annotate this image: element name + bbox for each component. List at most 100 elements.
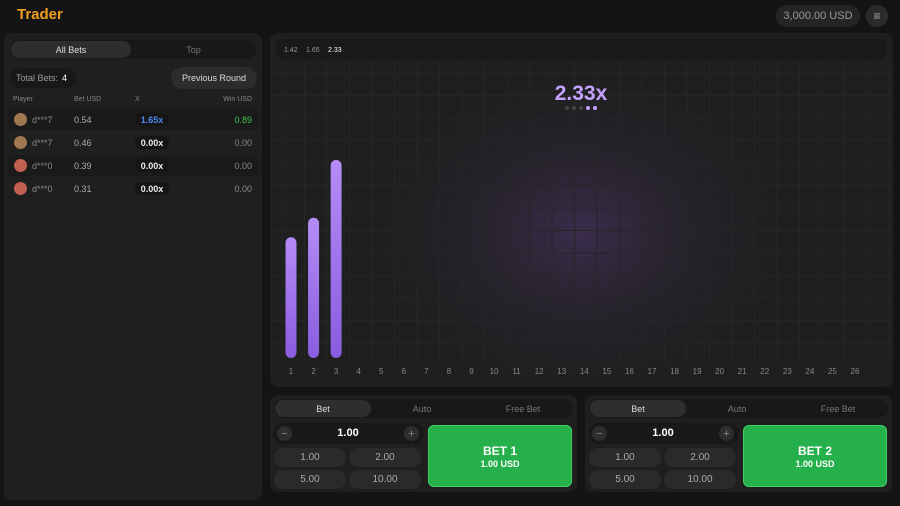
bet-row (8, 155, 258, 176)
x-label: 22 (760, 367, 769, 376)
column-header: X (135, 96, 140, 103)
x-label: 23 (783, 367, 792, 376)
win: 0.89 (234, 115, 252, 125)
indicator-dot (579, 106, 583, 110)
column-header: Win USD (223, 96, 252, 103)
x-label: 26 (851, 367, 860, 376)
multiplier: 0.00x (135, 159, 169, 172)
bet-row (8, 109, 258, 130)
win: 0.00 (234, 138, 252, 148)
multiplier: 0.00x (135, 182, 169, 195)
indicator-dot (565, 106, 569, 110)
avatar (14, 182, 27, 195)
tab-active[interactable]: Bet (275, 400, 371, 417)
total-label: Total Bets: (16, 73, 59, 83)
x-label: 10 (490, 367, 499, 376)
x-label: 6 (402, 367, 407, 376)
column-header: Bet USD (74, 96, 102, 103)
bets-panel: All Bets Top Total Bets: 4 Previous Round Pla… (4, 33, 262, 500)
x-label: 13 (557, 367, 566, 376)
x-label: 17 (648, 367, 657, 376)
bet-button-amount: 1.00 USD (480, 459, 520, 469)
win: 0.00 (234, 184, 252, 194)
x-label: 25 (828, 367, 837, 376)
bet: 0.39 (74, 161, 92, 171)
tab-active[interactable]: Bet (590, 400, 686, 417)
x-label: 24 (805, 367, 814, 376)
tab[interactable]: Free Bet (820, 403, 856, 414)
tab-active[interactable]: All Bets (11, 41, 131, 58)
bet: 0.31 (74, 184, 92, 194)
bet: 0.54 (74, 115, 92, 125)
tab[interactable]: Auto (412, 403, 432, 414)
previous-round-button[interactable]: Previous Round (171, 67, 257, 89)
bet-panel: Bet Auto Free Bet − +1.00 1.00 2.00 5.00 10.00 BE… (270, 395, 577, 492)
x-label: 20 (715, 367, 724, 376)
amount-box (274, 423, 424, 444)
bet-button-label: BET 1 (482, 444, 517, 458)
x-label: 11 (512, 367, 521, 376)
x-label: 4 (356, 367, 361, 376)
x-label: 1 (289, 367, 294, 376)
indicator-dot (593, 106, 597, 110)
total-value: 4 (62, 73, 68, 83)
player: d***7 (32, 138, 53, 148)
column-header: Player (13, 96, 33, 103)
quick-amount[interactable]: 5.00 (274, 470, 346, 489)
balance: 3,000.00 USD (776, 5, 860, 27)
amount: 1.00 (652, 427, 674, 439)
indicator-dot (572, 106, 576, 110)
minus-button[interactable]: − (592, 426, 607, 441)
quick-amount[interactable]: 2.00 (349, 448, 421, 467)
quick-amount[interactable]: 1.00 (589, 448, 661, 467)
x-label: 2 (311, 367, 316, 376)
win: 0.00 (234, 161, 252, 171)
quick-amount[interactable]: 10.00 (349, 470, 421, 489)
x-label: 15 (602, 367, 611, 376)
bar (285, 237, 297, 358)
minus-button[interactable]: − (277, 426, 292, 441)
tab[interactable]: Auto (727, 403, 747, 414)
bet-button[interactable]: BET 2 1.00 USD (743, 425, 887, 487)
logo: Trader (17, 6, 63, 23)
game-panel: 1.42 1.65 2.33 2.33x 1 2 3 4 5 6 7 8 9 10 11 12 13 14 15 16… (270, 33, 893, 387)
quick-amount[interactable]: 1.00 (274, 448, 346, 467)
x-label: 21 (738, 367, 747, 376)
bet-button-label: BET 2 (797, 444, 832, 458)
x-label: 9 (469, 367, 474, 376)
history-item: 2.33 (328, 47, 342, 54)
quick-amount[interactable]: 2.00 (664, 448, 736, 467)
x-label: 16 (625, 367, 634, 376)
x-label: 19 (693, 367, 702, 376)
bet-button[interactable]: BET 1 1.00 USD (428, 425, 572, 487)
player: d***0 (32, 184, 53, 194)
tab[interactable]: Free Bet (505, 403, 541, 414)
tab[interactable]: Top (186, 44, 201, 55)
x-label: 12 (535, 367, 544, 376)
avatar (14, 113, 27, 126)
bet-button-amount: 1.00 USD (795, 459, 835, 469)
bet-panel: Bet Auto Free Bet − +1.00 1.00 2.00 5.00 10.00 BE… (585, 395, 892, 492)
avatar (14, 159, 27, 172)
player: d***7 (32, 115, 53, 125)
multiplier: 1.65x (135, 113, 169, 126)
history-item: 1.65 (306, 47, 320, 54)
multiplier: 0.00x (135, 136, 169, 149)
bet-row (8, 178, 258, 199)
plus-button[interactable]: + (404, 426, 419, 441)
bet-row (8, 132, 258, 153)
glow (351, 53, 811, 387)
quick-amount[interactable]: 10.00 (664, 470, 736, 489)
quick-amount[interactable]: 5.00 (589, 470, 661, 489)
multiplier: 2.33x (555, 82, 608, 105)
player: d***0 (32, 161, 53, 171)
avatar (14, 136, 27, 149)
menu-button[interactable]: ≡ (866, 5, 888, 27)
plus-button[interactable]: + (719, 426, 734, 441)
x-label: 7 (424, 367, 429, 376)
history-bar (276, 39, 887, 59)
x-label: 14 (580, 367, 589, 376)
